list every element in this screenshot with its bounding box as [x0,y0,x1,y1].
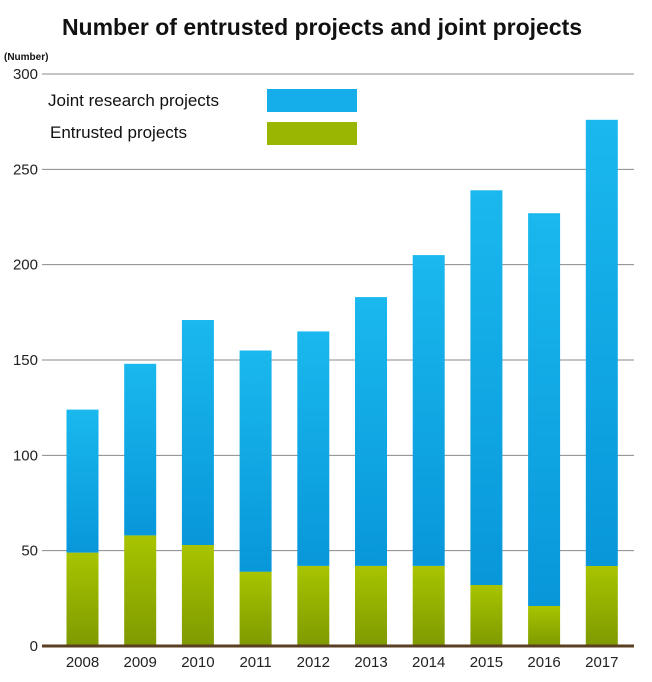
x-tick-label: 2010 [181,654,214,671]
legend-label-joint-research: Joint research projects [48,91,219,110]
x-tick-label: 2009 [124,654,157,671]
legend-label-entrusted: Entrusted projects [50,123,187,142]
x-tick-label: 2012 [297,654,330,671]
bar-joint-research-2017 [585,119,618,567]
y-tick-label: 100 [13,447,38,464]
bar-entrusted-2010 [181,544,214,646]
y-tick-label: 0 [30,638,38,655]
y-tick-label: 250 [13,161,38,178]
bar-joint-research-2008 [66,409,99,553]
x-tick-label: 2015 [470,654,503,671]
bar-entrusted-2015 [470,585,503,646]
bar-entrusted-2014 [412,565,445,646]
legend: Joint research projects Entrusted projec… [48,89,357,145]
bar-joint-research-2015 [470,190,503,586]
bar-joint-research-2009 [124,363,157,536]
x-tick-label: 2016 [527,654,560,671]
bar-joint-research-2010 [181,320,214,545]
bar-entrusted-2012 [297,565,330,646]
x-axis-ticks: 2008 2009 2010 2011 2012 2013 2014 2015 2016 2017 [66,654,619,671]
y-tick-label: 200 [13,257,38,274]
chart-title: Number of entrusted projects and joint p… [62,14,582,40]
x-tick-label: 2008 [66,654,99,671]
bar-entrusted-2009 [124,535,157,646]
y-tick-label: 300 [13,66,38,83]
bar-entrusted-2017 [585,565,618,646]
y-tick-label: 150 [13,352,38,369]
y-axis-unit-label: (Number) [4,52,48,63]
legend-swatch-entrusted [267,122,357,145]
bar-joint-research-2012 [297,331,330,566]
bar-entrusted-2008 [66,552,99,646]
bar-entrusted-2011 [239,571,272,646]
bar-joint-research-2014 [412,255,445,566]
x-tick-label: 2011 [239,654,271,671]
bar-joint-research-2011 [239,350,272,572]
x-tick-label: 2013 [354,654,387,671]
y-axis-ticks: 0 50 100 150 200 250 300 [13,66,38,655]
bar-joint-research-2016 [528,213,561,606]
bar-joint-research-2013 [355,297,387,566]
y-tick-label: 50 [21,543,38,560]
x-tick-label: 2017 [585,654,618,671]
bar-entrusted-2013 [355,565,387,646]
x-tick-label: 2014 [412,654,445,671]
bars [66,119,618,646]
legend-swatch-joint-research [267,89,357,112]
bar-entrusted-2016 [528,606,561,646]
